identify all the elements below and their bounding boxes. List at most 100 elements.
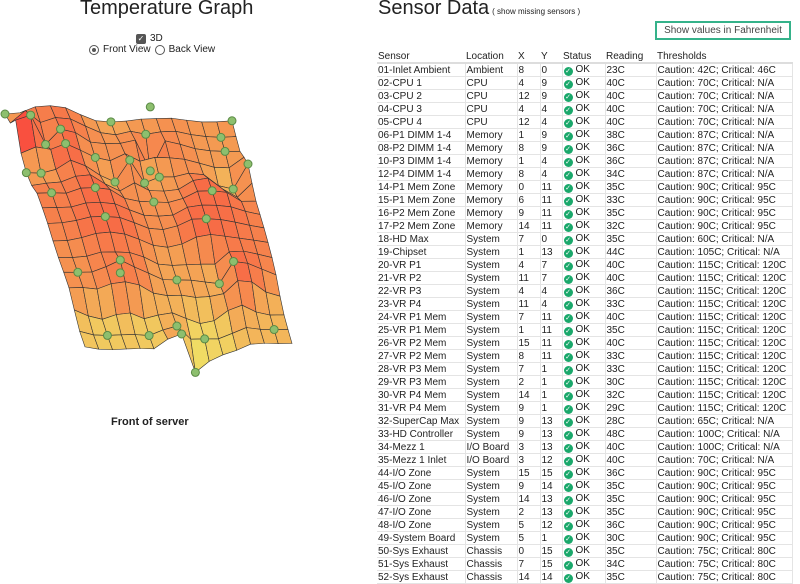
cell-location: System [464, 401, 518, 415]
cell-location: System [464, 492, 518, 506]
sensor-point[interactable] [145, 166, 155, 176]
cell-location: I/O Board [464, 453, 518, 467]
sensor-point[interactable] [200, 334, 210, 344]
cell-sensor: 22-VR P3 [377, 284, 466, 298]
cell-text: 20-VR P1 [378, 259, 422, 271]
column-header-status[interactable]: Status [562, 50, 605, 64]
cell-text: Caution: 87C; Critical: N/A [657, 168, 775, 180]
cell-y: 11 [539, 206, 563, 220]
sensor-point[interactable] [201, 214, 211, 224]
column-header-thresholds[interactable]: Thresholds [656, 50, 793, 64]
sensor-point[interactable] [190, 367, 200, 377]
sensor-point[interactable] [125, 155, 135, 165]
sensor-point[interactable] [56, 124, 66, 134]
cell-status: ✓ OK [561, 479, 606, 493]
cell-text: 38C [606, 129, 625, 141]
sensor-point[interactable] [115, 255, 125, 265]
cell-text: 26-VR P2 Mem [378, 337, 447, 349]
sensor-point[interactable] [100, 212, 110, 222]
column-header-location[interactable]: Location [465, 50, 517, 64]
sensor-point[interactable] [228, 184, 238, 194]
cell-thresholds: Caution: 115C; Critical: 120C [655, 375, 793, 389]
cell-thresholds: Caution: 70C; Critical: N/A [655, 76, 793, 90]
show-fahrenheit-button[interactable]: Show values in Fahrenheit [655, 21, 791, 40]
check-circle-icon: ✓ [563, 119, 573, 128]
cell-x: 7 [516, 310, 541, 324]
sensor-point[interactable] [26, 110, 36, 120]
sensor-point[interactable] [243, 159, 253, 169]
sensor-point[interactable] [149, 197, 159, 207]
cell-text: 1 [541, 376, 548, 388]
sensor-point[interactable] [229, 256, 239, 266]
sensor-point[interactable] [177, 329, 187, 339]
cell-status: ✓ OK [561, 570, 606, 584]
column-header-x[interactable]: X [517, 50, 540, 64]
table-row: 47-I/O Zone System 2 13 ✓ OK 35C Caution: 90C; … [377, 505, 793, 519]
cell-text: Caution: 90C; Critical: 95C [657, 532, 776, 544]
cell-text: 35C [606, 233, 625, 245]
cell-text: 51-Sys Exhaust [378, 558, 449, 570]
cell-text: OK [575, 64, 590, 75]
cell-x: 14 [516, 219, 541, 233]
sensor-point[interactable] [207, 186, 217, 196]
sensor-point[interactable] [110, 177, 120, 187]
cell-status: ✓ OK [561, 427, 606, 441]
sensor-point[interactable] [90, 152, 100, 162]
sensor-point[interactable] [36, 168, 46, 178]
cell-text: OK [575, 363, 590, 375]
sensor-point[interactable] [0, 109, 10, 119]
sensor-point[interactable] [73, 267, 83, 277]
cell-sensor: 50-Sys Exhaust [377, 544, 466, 558]
cell-text: 5 [518, 532, 525, 544]
sensor-point[interactable] [102, 330, 112, 340]
column-header-sensor[interactable]: Sensor [377, 50, 465, 64]
front-view-radio[interactable] [89, 44, 99, 55]
sensor-point[interactable] [172, 275, 182, 285]
sensor-point[interactable] [140, 178, 150, 188]
sensor-point[interactable] [220, 146, 230, 156]
cell-text: 4 [518, 77, 525, 89]
temperature-surface-graph[interactable] [0, 60, 310, 400]
check-circle-icon: ✓ [563, 171, 573, 180]
sensor-point[interactable] [154, 172, 164, 182]
sensor-point[interactable] [141, 129, 151, 139]
sensor-point[interactable] [61, 139, 71, 149]
table-row: 20-VR P1 System 4 7 ✓ OK 40C Caution: 115C; Cri… [377, 258, 793, 272]
cell-status: ✓ OK [561, 89, 606, 103]
back-view-radio[interactable] [154, 44, 165, 55]
sensor-point[interactable] [21, 168, 31, 178]
cell-status: ✓ OK [561, 141, 606, 155]
cell-text: 36C [606, 519, 625, 531]
cell-thresholds: Caution: 75C; Critical: 80C [655, 570, 793, 584]
cell-y: 15 [539, 466, 563, 480]
cell-y: 1 [539, 388, 563, 402]
cell-text: 13 [541, 441, 553, 453]
sensor-point[interactable] [172, 321, 182, 331]
sensor-point[interactable] [216, 132, 226, 142]
sensor-point[interactable] [90, 183, 100, 193]
column-header-reading[interactable]: Reading [605, 50, 656, 64]
sensor-point[interactable] [227, 116, 237, 126]
check-circle-icon: ✓ [563, 275, 573, 284]
checkbox-checked-icon[interactable]: ✓ [136, 33, 146, 44]
sensor-point[interactable] [145, 102, 155, 112]
column-header-y[interactable]: Y [540, 50, 562, 64]
show-missing-sensors-link[interactable]: ( show missing sensors ) [492, 7, 581, 16]
sensor-point[interactable] [115, 268, 125, 278]
sensor-point[interactable] [41, 139, 51, 149]
cell-text: 4 [541, 298, 548, 310]
sensor-point[interactable] [214, 279, 224, 289]
table-row: 45-I/O Zone System 9 14 ✓ OK 35C Caution: 90C; … [377, 479, 793, 493]
sensor-point[interactable] [144, 331, 154, 341]
sensor-point[interactable] [269, 325, 279, 335]
cell-text: 3 [518, 454, 525, 466]
cell-sensor: 26-VR P2 Mem [377, 336, 466, 350]
3d-toggle[interactable]: ✓ 3D [136, 33, 163, 44]
cell-text: 40C [606, 116, 625, 128]
cell-text: OK [575, 337, 590, 349]
cell-text: OK [575, 116, 590, 128]
cell-thresholds: Caution: 42C; Critical: 46C [655, 62, 793, 77]
cell-reading: 34C [604, 557, 657, 571]
sensor-point[interactable] [106, 117, 116, 127]
sensor-point[interactable] [47, 188, 57, 198]
